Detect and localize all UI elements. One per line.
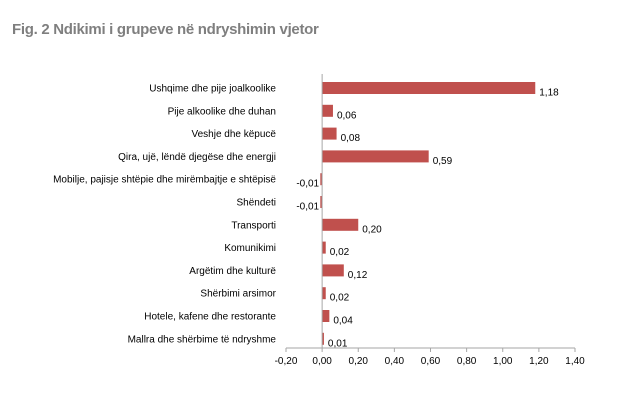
chart-title: Fig. 2 Ndikimi i grupeve në ndryshimin v… [12,21,319,38]
bar [322,241,326,254]
data-label: 0,08 [341,133,361,144]
x-tick-label: 0,40 [385,356,405,367]
data-label: 0,12 [348,270,368,281]
bar [322,82,536,94]
x-tick-label: 0,00 [312,356,332,367]
value-labels-group: 1,18 0,06 0,08 0,59 -0,01 -0,01 0,20 0,02 0,12 0,… [296,88,559,350]
bar [322,218,359,231]
category-label: Transporti [231,220,276,231]
data-label: 0,06 [337,110,357,121]
data-label: 0,02 [330,247,350,258]
bar [322,104,333,117]
x-tick-label: -0,20 [275,356,298,367]
category-label: Veshje dhe këpucë [191,129,276,140]
bar [320,196,323,208]
category-label: Mobilje, pajisje shtëpie dhe mirëmbajtje… [53,175,276,186]
category-label: Qira, ujë, lëndë djegëse dhe energji [118,152,276,163]
x-tick-label: 1,00 [493,356,513,367]
data-label: -0,01 [296,202,319,213]
x-tick-label: 0,20 [349,356,369,367]
data-label: 0,02 [330,293,350,304]
bar [320,173,323,186]
category-label: Hotele, kafene dhe restorante [144,312,276,323]
bar [322,150,429,163]
data-label: 0,59 [433,156,453,167]
x-tick-label: 0,80 [457,356,477,367]
data-label: 0,01 [328,338,348,349]
data-label: 1,18 [539,88,559,99]
data-label: -0,01 [296,179,319,190]
x-tick-label: 0,60 [421,356,441,367]
bar [322,310,330,322]
bar [322,332,324,345]
x-tick-label: 1,20 [529,356,549,367]
data-label: 0,04 [333,316,353,327]
category-label: Komunikimi [224,243,276,254]
bar [322,127,337,140]
axes-group: -0,20 0,00 0,20 0,40 0,60 0,80 1,00 1,20 1,40 [275,74,585,367]
data-label: 0,20 [362,224,382,235]
category-label: Shëndeti [237,198,276,209]
bar [322,287,326,300]
x-tick-label: 1,40 [565,356,585,367]
category-label: Ushqime dhe pije joalkoolike [149,84,276,95]
category-label: Mallra dhe shërbime të ndryshme [128,334,277,345]
bar [322,264,344,277]
category-labels-group: Ushqime dhe pije joalkoolike Pije alkooli… [53,84,277,346]
category-label: Argëtim dhe kulturë [189,266,276,277]
category-label: Pije alkoolike dhe duhan [168,106,276,117]
bars-group [320,82,536,345]
category-label: Shërbimi arsimor [200,289,276,300]
